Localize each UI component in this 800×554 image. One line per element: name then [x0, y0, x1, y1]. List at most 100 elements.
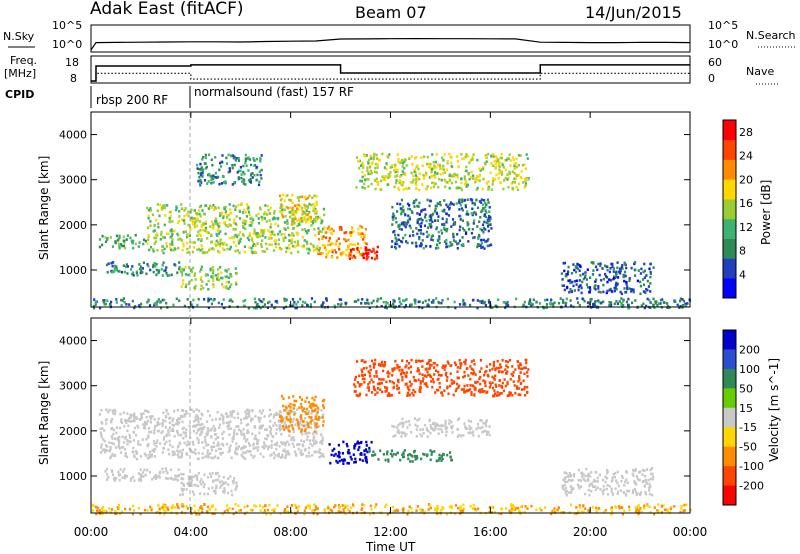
- data-cell: [219, 230, 222, 233]
- data-cell: [641, 473, 644, 476]
- data-cell: [421, 359, 424, 363]
- data-cell: [443, 389, 446, 392]
- data-cell: [154, 474, 157, 477]
- data-cell: [252, 157, 255, 160]
- data-cell: [474, 213, 478, 216]
- data-cell: [218, 426, 221, 430]
- data-cell: [567, 279, 570, 283]
- data-cell: [161, 208, 164, 211]
- data-cell: [277, 216, 280, 220]
- data-cell: [591, 505, 594, 509]
- data-cell: [275, 299, 278, 303]
- data-cell: [328, 236, 331, 240]
- data-cell: [365, 366, 368, 370]
- data-cell: [397, 158, 400, 161]
- data-cell: [374, 358, 377, 362]
- data-cell: [360, 440, 363, 444]
- data-cell: [180, 267, 183, 271]
- data-cell: [580, 286, 583, 290]
- data-cell: [438, 382, 441, 385]
- data-cell: [565, 493, 568, 497]
- data-cell: [227, 483, 230, 486]
- data-cell: [94, 303, 97, 306]
- data-cell: [653, 306, 656, 310]
- data-cell: [125, 263, 128, 266]
- data-cell: [409, 303, 412, 307]
- data-cell: [118, 435, 121, 439]
- data-cell: [454, 180, 458, 184]
- data-cell: [349, 506, 353, 510]
- data-cell: [192, 217, 195, 220]
- data-cell: [203, 503, 206, 506]
- data-cell: [205, 283, 208, 286]
- data-cell: [623, 279, 626, 283]
- data-cell: [118, 441, 121, 444]
- data-cell: [148, 415, 151, 418]
- data-cell: [402, 451, 405, 454]
- data-cell: [250, 417, 253, 421]
- data-cell: [315, 412, 318, 416]
- data-cell: [567, 265, 570, 269]
- data-cell: [367, 185, 370, 188]
- data-cell: [506, 300, 509, 304]
- data-cell: [651, 493, 654, 497]
- data-cell: [387, 458, 390, 461]
- data-cell: [231, 154, 235, 157]
- data-cell: [420, 217, 423, 221]
- data-cell: [128, 433, 131, 437]
- data-cell: [236, 447, 239, 451]
- nsearch-label: N.Search: [746, 29, 796, 42]
- data-cell: [159, 470, 162, 474]
- data-cell: [405, 375, 408, 379]
- data-cell: [230, 489, 233, 493]
- data-cell: [161, 430, 164, 433]
- data-cell: [219, 212, 222, 215]
- data-cell: [413, 170, 416, 173]
- data-cell: [214, 472, 217, 476]
- data-cell: [447, 392, 450, 396]
- data-cell: [450, 504, 453, 508]
- data-cell: [404, 365, 407, 369]
- data-cell: [372, 385, 375, 389]
- data-cell: [410, 171, 413, 175]
- colorbar-swatch: [723, 238, 736, 259]
- data-cell: [622, 491, 625, 494]
- data-cell: [115, 298, 118, 301]
- data-cell: [465, 427, 469, 430]
- data-cell: [364, 248, 367, 251]
- data-cell: [601, 267, 604, 270]
- data-cell: [176, 429, 179, 433]
- data-cell: [175, 297, 178, 301]
- data-cell: [441, 457, 444, 461]
- data-cell: [390, 165, 393, 169]
- data-cell: [216, 471, 219, 475]
- data-cell: [566, 272, 569, 276]
- data-cell: [646, 468, 649, 471]
- data-cell: [433, 173, 436, 177]
- data-cell: [472, 368, 475, 372]
- data-cell: [411, 460, 414, 463]
- data-cell: [206, 409, 210, 413]
- data-cell: [546, 298, 549, 302]
- data-cell: [156, 439, 159, 442]
- data-cell: [146, 419, 149, 423]
- data-cell: [162, 508, 165, 512]
- data-cell: [452, 239, 455, 242]
- data-cell: [171, 450, 174, 454]
- data-cell: [278, 428, 282, 432]
- data-cell: [450, 425, 453, 429]
- data-cell: [435, 226, 439, 229]
- data-cell: [399, 373, 403, 376]
- data-cell: [228, 247, 232, 251]
- data-cell: [236, 432, 239, 436]
- data-cell: [372, 155, 376, 158]
- data-cell: [625, 280, 628, 284]
- data-cell: [440, 374, 443, 377]
- data-cell: [277, 232, 280, 236]
- data-cell: [370, 378, 373, 382]
- data-cell: [408, 216, 411, 219]
- data-cell: [372, 450, 375, 454]
- data-cell: [319, 451, 322, 455]
- data-cell: [204, 153, 207, 157]
- data-cell: [371, 454, 374, 457]
